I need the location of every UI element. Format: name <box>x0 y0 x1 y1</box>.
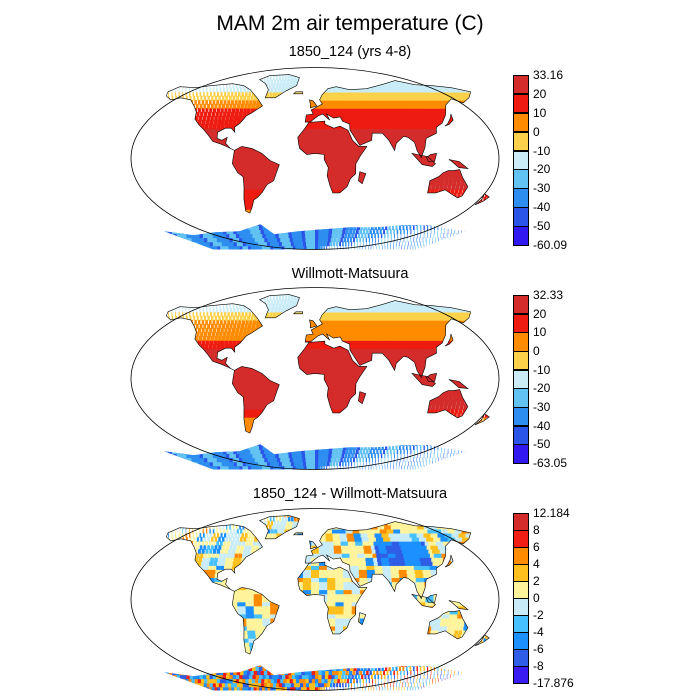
colorbar-tick-label: 0 <box>533 124 540 139</box>
colorbar-segment <box>513 112 529 133</box>
colorbar-segment <box>513 131 529 152</box>
colorbar-segment <box>513 666 529 684</box>
colorbar-tick-label: -20 <box>533 162 551 177</box>
colorbar-segment <box>513 351 529 371</box>
panel-1-map <box>130 66 500 251</box>
colorbar-tick-label: -63.05 <box>533 456 568 470</box>
colorbar-segment <box>513 93 529 114</box>
colorbar-segment <box>513 188 529 208</box>
colorbar-tick-label: -4 <box>533 625 544 639</box>
panel-1-map-svg <box>130 67 500 250</box>
colorbar-segment <box>513 564 529 582</box>
colorbar-tick-label: -40 <box>533 418 551 433</box>
panel-3-map-svg <box>130 508 500 691</box>
panel-1-colorbar <box>513 75 529 246</box>
colorbar-tick-label: 2 <box>533 574 540 588</box>
colorbar-tick-label: 8 <box>533 523 540 537</box>
colorbar-tick-label: 10 <box>533 325 547 340</box>
colorbar-tick-label: -6 <box>533 642 544 656</box>
colorbar-segment <box>513 425 529 445</box>
colorbar-segment <box>513 75 529 95</box>
colorbar-segment <box>513 632 529 650</box>
panel-1-title: 1850_124 (yrs 4-8) <box>288 44 412 60</box>
colorbar-tick-label: 12.184 <box>533 506 570 520</box>
panel-2-title: Willmott-Matsuura <box>291 266 409 282</box>
colorbar-tick-label: -10 <box>533 143 551 158</box>
colorbar-segment <box>513 530 529 548</box>
colorbar-segment <box>513 598 529 616</box>
colorbar-segment <box>513 369 529 389</box>
colorbar-tick-label: 33.16 <box>533 68 564 82</box>
colorbar-segment <box>513 169 529 189</box>
colorbar-tick-label: -10 <box>533 362 551 377</box>
map-outline <box>130 508 500 691</box>
colorbar-tick-label: 6 <box>533 540 540 554</box>
panel-3-title: 1850_124 - Willmott-Matsuura <box>252 486 448 502</box>
colorbar-tick-label: -20 <box>533 381 551 396</box>
colorbar-tick-label: -2 <box>533 608 544 622</box>
coastlines <box>165 74 490 214</box>
colorbar-segment <box>513 444 529 464</box>
colorbar-segment <box>513 581 529 599</box>
colorbar-segment <box>513 313 529 333</box>
coastlines <box>165 515 490 655</box>
colorbar-segment <box>513 547 529 565</box>
colorbar-segment <box>513 150 529 171</box>
colorbar-segment <box>513 388 529 408</box>
colorbar-segment <box>513 513 529 531</box>
colorbar-tick-label: -30 <box>533 400 551 414</box>
colorbar-segment <box>513 207 529 227</box>
colorbar-tick-label: -50 <box>533 437 551 452</box>
panel-3-colorbar <box>513 513 529 684</box>
colorbar-segment <box>513 332 529 352</box>
colorbar-tick-label: 0 <box>533 591 540 605</box>
coastlines <box>165 294 490 434</box>
colorbar-tick-label: 0 <box>533 344 540 358</box>
panel-2-colorbar <box>513 295 529 464</box>
figure-title: MAM 2m air temperature (C) <box>216 12 484 35</box>
colorbar-segment <box>513 615 529 633</box>
colorbar-tick-label: 10 <box>533 105 547 120</box>
colorbar-tick-label: -40 <box>533 200 551 215</box>
map-outline <box>130 67 500 250</box>
colorbar-segment <box>513 226 529 246</box>
colorbar-tick-label: 32.33 <box>533 288 564 302</box>
colorbar-tick-label: -8 <box>533 659 544 673</box>
colorbar-tick-label: -30 <box>533 181 551 196</box>
colorbar-tick-label: -60.09 <box>533 238 568 252</box>
panel-2-map-svg <box>130 287 500 470</box>
panel-2-map <box>130 286 500 471</box>
colorbar-tick-label: 20 <box>533 306 547 321</box>
panel-3-map <box>130 507 500 692</box>
colorbar-segment <box>513 295 529 315</box>
colorbar-tick-label: 4 <box>533 557 540 571</box>
colorbar-tick-label: -17.876 <box>533 676 574 690</box>
map-outline <box>130 287 500 470</box>
colorbar-tick-label: 20 <box>533 86 547 101</box>
colorbar-segment <box>513 649 529 667</box>
colorbar-segment <box>513 407 529 427</box>
colorbar-tick-label: -50 <box>533 219 551 234</box>
